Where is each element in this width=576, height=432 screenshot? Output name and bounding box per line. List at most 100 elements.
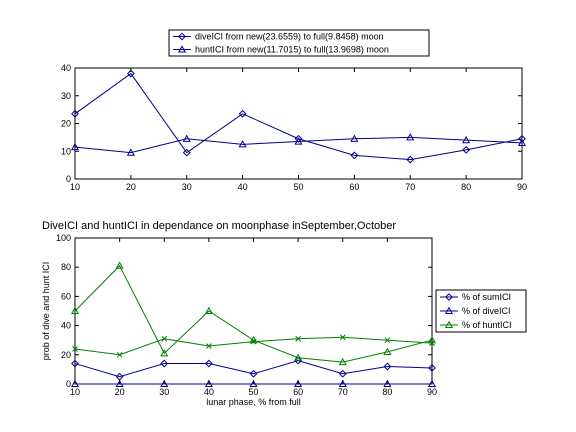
data-point <box>204 359 213 368</box>
data-point <box>462 135 471 144</box>
data-point <box>427 379 437 388</box>
x-tick-label: 80 <box>382 387 392 397</box>
data-point <box>115 261 124 269</box>
series-line <box>74 136 523 154</box>
y-tick-label: 0 <box>66 379 71 389</box>
y-tick-label: 20 <box>61 119 71 129</box>
data-point <box>249 379 258 388</box>
series-line <box>74 264 433 363</box>
data-point <box>182 148 191 157</box>
legend-entry: % of huntICI <box>462 320 512 330</box>
data-point <box>204 306 213 315</box>
data-point <box>116 351 123 358</box>
y-tick-label: 0 <box>66 174 71 184</box>
data-point <box>238 140 247 148</box>
data-point <box>126 69 135 78</box>
data-point <box>406 155 415 164</box>
data-point <box>518 134 526 143</box>
legend-entry: diveICI from new(23.6559) to full(9.8458… <box>195 32 384 42</box>
y-tick-label: 60 <box>61 291 71 301</box>
data-point <box>238 109 247 118</box>
plot-area <box>74 237 433 385</box>
data-point <box>406 133 415 141</box>
data-point <box>294 379 303 388</box>
data-point <box>71 109 79 118</box>
data-point <box>204 379 213 388</box>
x-tick-label: 20 <box>115 387 125 397</box>
series-2 <box>70 379 437 388</box>
y-tick-label: 20 <box>61 350 71 360</box>
legend-entry: % of diveICI <box>462 306 511 316</box>
y-tick-label: 80 <box>61 262 71 272</box>
x-tick-label: 60 <box>349 182 359 192</box>
y-tick-label: 30 <box>61 91 71 101</box>
data-point <box>428 364 436 372</box>
y-tick-label: 40 <box>61 63 71 73</box>
x-tick-label: 40 <box>238 182 248 192</box>
legend: % of sumICI % of diveICI % of huntICI <box>435 289 527 333</box>
data-point <box>383 347 392 355</box>
data-point <box>160 379 169 388</box>
x-tick-label: 90 <box>517 182 527 192</box>
x-tick-label: 90 <box>427 387 437 397</box>
series-2 <box>70 133 527 156</box>
data-point <box>182 134 191 142</box>
legend-marker <box>445 293 453 301</box>
data-point <box>517 138 527 146</box>
y-tick-label: 100 <box>56 233 71 243</box>
x-tick-label: 30 <box>159 387 169 397</box>
x-tick-label: 60 <box>293 387 303 397</box>
legend-marker <box>444 306 454 315</box>
data-point <box>429 340 435 346</box>
legend-marker <box>177 45 187 53</box>
data-point <box>384 337 391 344</box>
data-point <box>160 349 169 357</box>
data-point <box>161 335 168 342</box>
data-point <box>250 338 257 345</box>
legend: diveICI from new(23.6559) to full(9.8458… <box>168 29 430 57</box>
x-tick-label: 50 <box>248 387 258 397</box>
x-tick-label: 10 <box>70 182 80 192</box>
x-tick-label: 20 <box>126 182 136 192</box>
data-point <box>350 134 359 142</box>
x-tick-label: 70 <box>405 182 415 192</box>
x-tick-label: 40 <box>204 387 214 397</box>
data-point <box>206 343 212 349</box>
data-point <box>462 145 471 154</box>
y-axis-label: prob of dive and hunt ICI <box>41 262 51 361</box>
data-point <box>295 335 301 342</box>
legend-entry: % of sumICI <box>462 292 511 302</box>
data-point <box>115 379 124 388</box>
data-point <box>160 359 169 368</box>
data-point <box>72 346 78 352</box>
data-point <box>294 353 303 361</box>
legend-box <box>168 29 430 57</box>
series-line <box>74 360 433 378</box>
data-point <box>338 379 347 388</box>
data-point <box>126 148 135 156</box>
data-point <box>338 357 347 366</box>
data-point <box>249 369 258 378</box>
series-3 <box>70 261 437 366</box>
data-point <box>338 369 347 378</box>
data-point <box>339 334 346 341</box>
data-point <box>294 137 303 145</box>
plot-area <box>74 67 523 180</box>
series-4 <box>72 334 435 358</box>
x-axis-label: lunar phase, % from full <box>206 397 301 407</box>
data-point <box>70 379 80 388</box>
legend-marker <box>444 320 454 329</box>
data-point <box>294 356 303 365</box>
y-tick-label: 10 <box>61 146 71 156</box>
chart-title: DiveICI and huntICI in dependance on moo… <box>42 220 396 232</box>
x-tick-label: 50 <box>293 182 303 192</box>
x-tick-label: 30 <box>182 182 192 192</box>
x-tick-label: 10 <box>70 387 80 397</box>
x-tick-label: 80 <box>461 182 471 192</box>
data-point <box>350 151 359 160</box>
data-point <box>70 142 80 151</box>
data-point <box>383 379 392 388</box>
